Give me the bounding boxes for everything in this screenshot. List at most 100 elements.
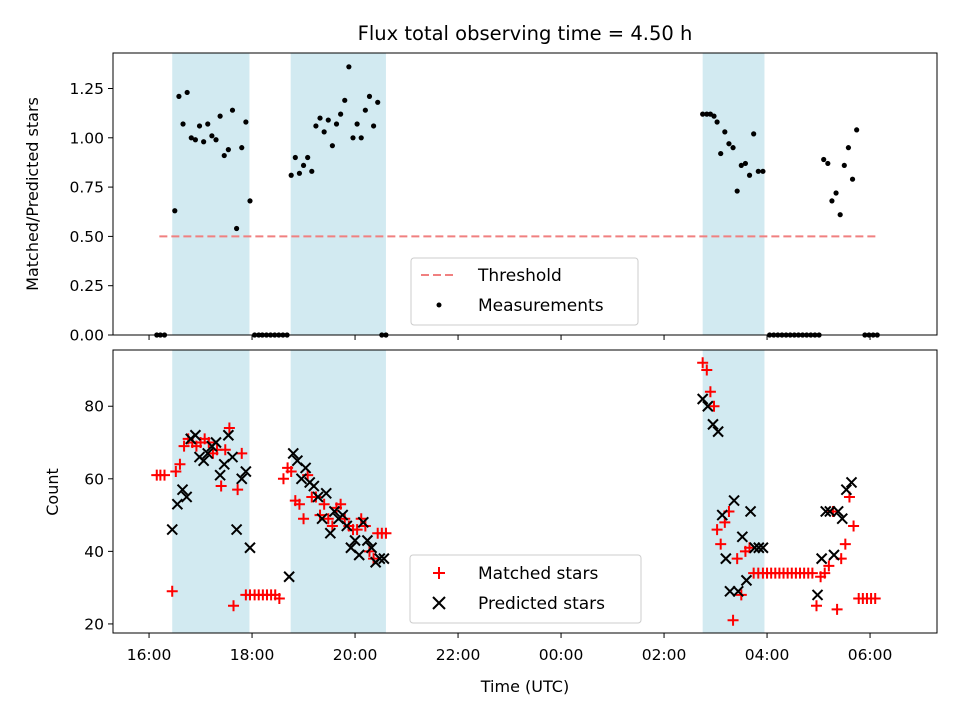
- predicted-star-point: [707, 418, 719, 431]
- top-legend-box: [410, 257, 639, 326]
- observing-window-top-1: [290, 53, 386, 335]
- matched-star-point: [170, 466, 182, 478]
- top-chart-title: Flux total observing time = 4.50 h: [358, 22, 693, 45]
- matched-star-point: [731, 553, 743, 565]
- matched-star-point: [869, 593, 881, 605]
- predicted-star-point: [244, 542, 256, 554]
- measurement-point: [829, 198, 835, 204]
- matched-star-point: [293, 498, 305, 510]
- bottom-y-tick-label: 80: [84, 398, 104, 416]
- predicted-star-point: [230, 523, 243, 536]
- measurement-point: [229, 107, 236, 113]
- predicted-star-point: [320, 487, 332, 500]
- measurement-point: [317, 115, 323, 121]
- measurement-point: [700, 111, 706, 117]
- bottom-y-tick-label: 60: [84, 470, 104, 488]
- measurement-point: [300, 162, 307, 169]
- predicted-star-point: [820, 505, 832, 518]
- matched-star-point: [819, 567, 831, 579]
- matched-star-point: [285, 466, 297, 478]
- matched-star-point: [744, 542, 756, 554]
- measurement-point: [730, 145, 736, 151]
- matched-star-point: [704, 386, 716, 398]
- measurement-point: [184, 89, 190, 96]
- predicted-star-point: [189, 429, 202, 441]
- measurement-point: [234, 225, 240, 232]
- matched-star-point: [314, 509, 326, 521]
- measurement-point: [714, 119, 720, 125]
- predicted-star-point: [840, 483, 853, 496]
- top-x-ticks: [148, 335, 871, 340]
- measurement-point: [821, 156, 827, 163]
- matched-star-point: [166, 585, 178, 597]
- predicted-star-point: [753, 542, 765, 554]
- matched-star-point: [298, 513, 310, 525]
- measurement-point: [342, 97, 348, 103]
- measurement-points: [154, 64, 880, 338]
- matched-star-point: [810, 600, 822, 612]
- predicted-star-point: [724, 585, 736, 597]
- predicted-star-point: [353, 549, 365, 561]
- predicted-star-point: [295, 473, 308, 485]
- predicted-star-point: [202, 447, 214, 460]
- measurement-point: [296, 170, 303, 176]
- matched-star-point: [310, 491, 322, 503]
- x-tick-label: 22:00: [436, 646, 481, 664]
- measurement-point: [329, 143, 335, 149]
- x-tick-label: 04:00: [745, 646, 790, 664]
- predicted-star-point: [811, 589, 824, 601]
- matched-star-point: [355, 513, 367, 525]
- measurement-point: [845, 145, 852, 151]
- predicted-star-point: [222, 429, 235, 441]
- x-tick-label: 00:00: [539, 646, 584, 664]
- observing-window-top-2: [702, 53, 765, 335]
- predicted-stars-points: [166, 393, 858, 601]
- top-y-tick-label: 0.00: [69, 327, 104, 345]
- observing-window-bottom-2: [702, 350, 765, 633]
- predicted-star-point: [757, 542, 769, 554]
- top-y-tick-label: 0.50: [69, 228, 104, 246]
- bottom-legend-box: [409, 554, 642, 624]
- measurement-point: [742, 160, 749, 167]
- predicted-star-point: [308, 480, 320, 492]
- matched-star-point: [697, 357, 709, 369]
- predicted-star-point: [287, 447, 299, 460]
- predicted-star-point: [702, 400, 714, 412]
- flux-ratio-panel: 0.00 0.25 0.50 0.75 1.00 1.25 Flux total obse…: [23, 22, 938, 345]
- predicted-star-point: [324, 527, 337, 539]
- measurement-point: [176, 93, 182, 99]
- measurement-point: [201, 139, 207, 145]
- measurement-point: [243, 119, 249, 125]
- observing-window-bottom-1: [290, 350, 386, 633]
- predicted-star-point: [171, 498, 184, 510]
- predicted-star-point: [732, 585, 744, 597]
- matched-star-point: [359, 520, 371, 532]
- predicted-star-point: [361, 534, 374, 547]
- matched-star-point: [159, 469, 170, 481]
- predicted-star-point: [226, 451, 239, 463]
- measurement-point: [188, 135, 194, 141]
- predicted-star-point: [740, 574, 753, 587]
- legend-threshold-label: Threshold: [477, 266, 562, 286]
- measurement-point: [313, 123, 319, 129]
- measurement-point: [239, 145, 245, 151]
- measurement-point: [309, 168, 315, 174]
- top-y-tick-label: 1.25: [69, 80, 104, 98]
- bottom-y-ticks: 20 40 60 80: [84, 398, 113, 633]
- measurement-point: [350, 135, 356, 141]
- predicted-star-point: [341, 520, 353, 532]
- predicted-star-point: [748, 542, 761, 554]
- measurement-point: [849, 176, 856, 182]
- matched-star-point: [236, 447, 248, 459]
- predicted-star-point: [299, 462, 312, 474]
- matched-star-point: [228, 600, 240, 612]
- observing-window-top-0: [172, 53, 250, 335]
- bottom-y-axis-label: Count: [43, 468, 62, 516]
- measurement-point: [366, 93, 373, 99]
- matched-star-point: [174, 458, 186, 470]
- measurement-point: [760, 168, 766, 174]
- predicted-star-point: [312, 491, 324, 503]
- predicted-star-point: [845, 476, 858, 489]
- measurement-point: [751, 131, 757, 137]
- bottom-legend: Matched stars Predicted stars: [409, 554, 642, 624]
